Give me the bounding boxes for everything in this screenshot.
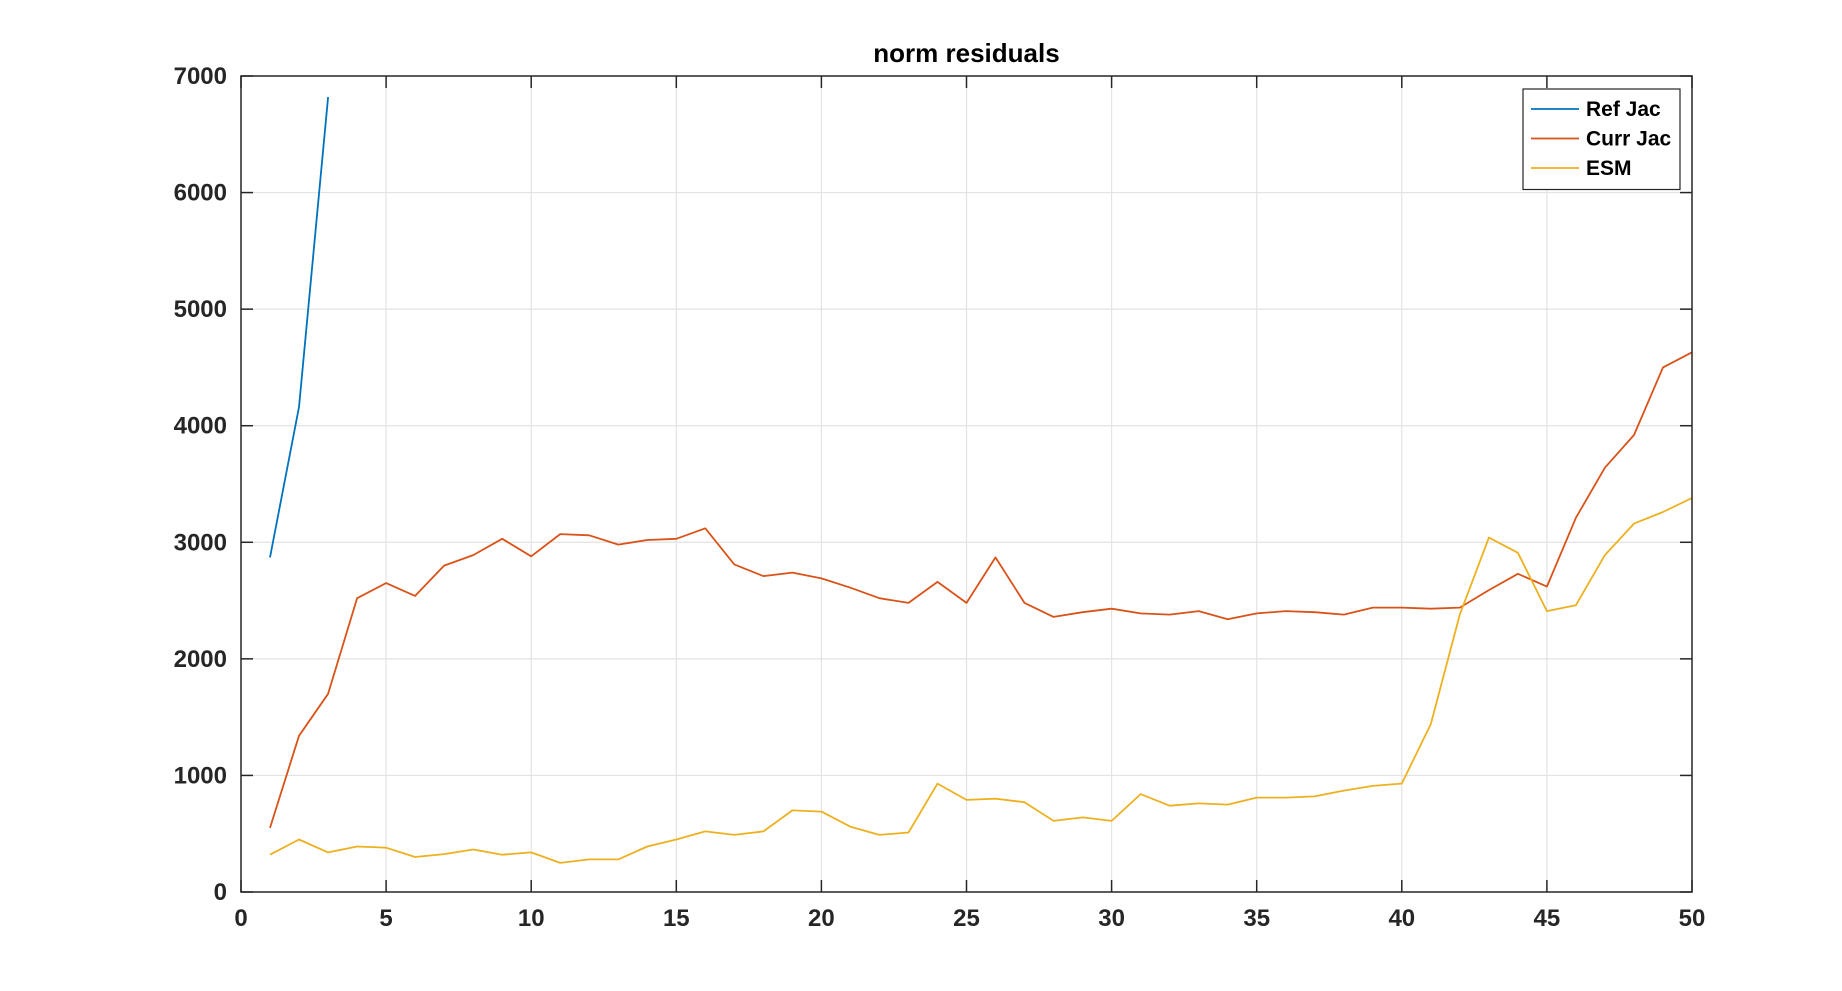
y-tick-label: 6000 xyxy=(174,180,227,207)
series-line-ref-jac xyxy=(269,96,329,558)
x-tick-label: 40 xyxy=(1388,905,1415,932)
y-tick-label: 5000 xyxy=(174,296,227,323)
ticks: 0 5 10 15 20 25 30 35 40 45 50 0 1000 2000 3000 4000 500… xyxy=(174,63,1706,932)
x-tick-label: 35 xyxy=(1243,905,1270,932)
x-tick-label: 15 xyxy=(663,905,690,932)
x-tick-label: 5 xyxy=(379,905,392,932)
x-tick-label: 45 xyxy=(1534,905,1561,932)
chart-title: norm residuals xyxy=(873,38,1059,68)
legend-label: Ref Jac xyxy=(1586,98,1661,121)
y-tick-label: 0 xyxy=(214,879,227,906)
x-tick-label: 20 xyxy=(808,905,835,932)
series-layer xyxy=(269,96,1693,864)
y-tick-label: 4000 xyxy=(174,413,227,440)
x-tick-label: 50 xyxy=(1679,905,1706,932)
y-tick-label: 7000 xyxy=(174,63,227,90)
series-line-curr-jac xyxy=(269,351,1693,829)
x-tick-label: 10 xyxy=(518,905,545,932)
grid xyxy=(241,76,1692,892)
y-tick-label: 1000 xyxy=(174,762,227,789)
series-line-esm xyxy=(269,497,1693,864)
x-tick-label: 25 xyxy=(953,905,980,932)
legend-label: Curr Jac xyxy=(1586,128,1672,151)
x-tick-label: 0 xyxy=(234,905,247,932)
x-tick-label: 30 xyxy=(1098,905,1125,932)
legend: Ref Jac Curr Jac ESM xyxy=(1522,88,1681,191)
y-tick-label: 3000 xyxy=(174,529,227,556)
legend-label: ESM xyxy=(1586,157,1632,180)
y-tick-label: 2000 xyxy=(174,646,227,673)
